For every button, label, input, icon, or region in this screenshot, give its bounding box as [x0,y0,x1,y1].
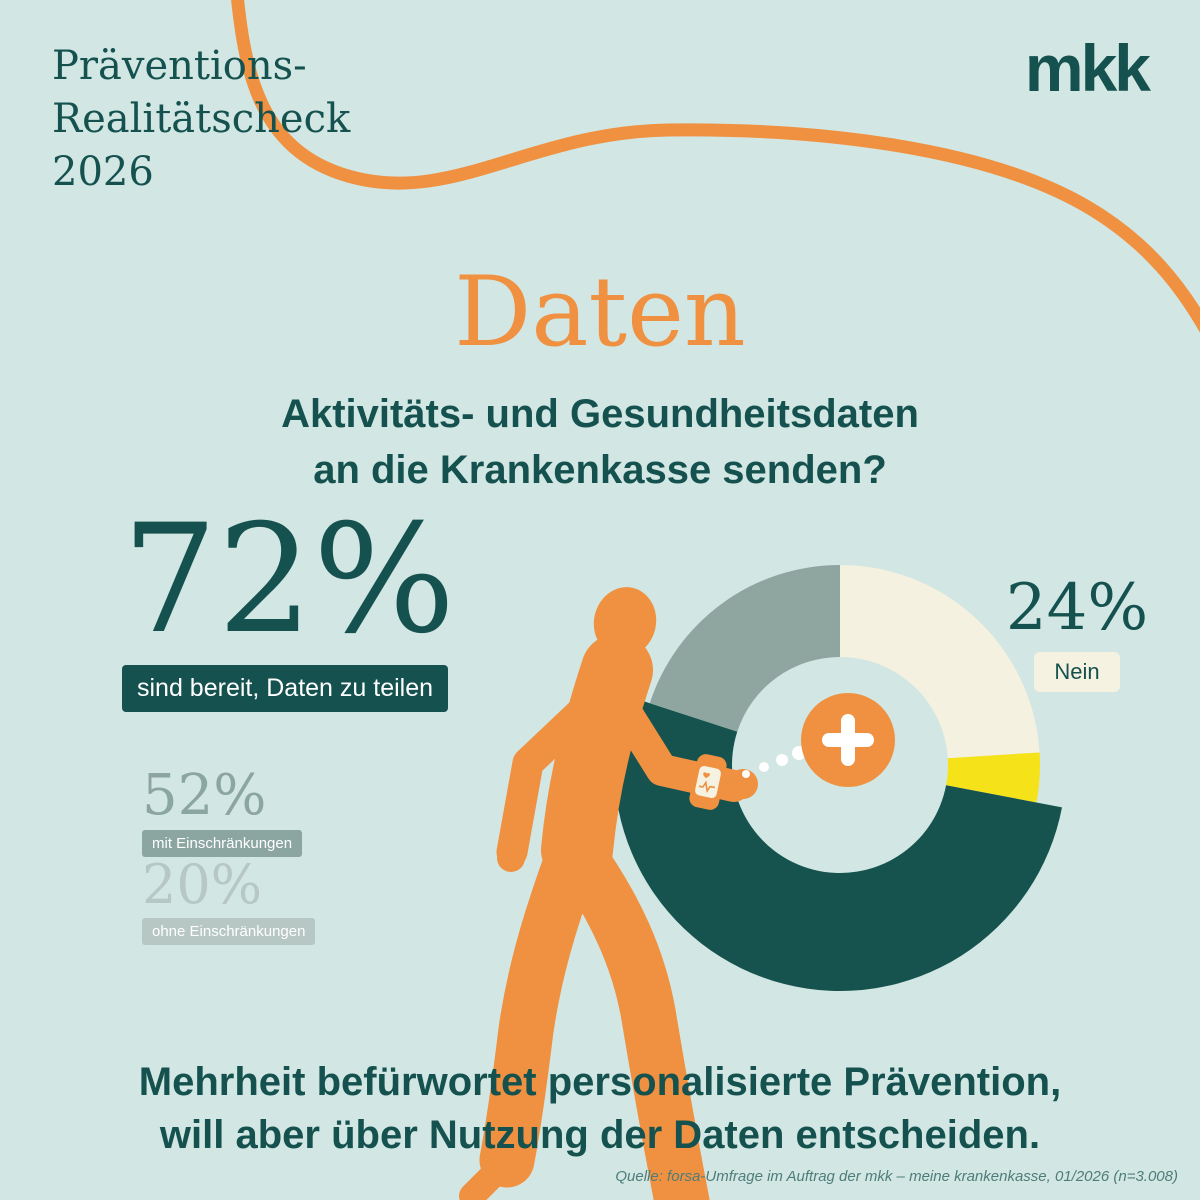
page-title: Daten [454,256,746,368]
decorative-curve-line [231,0,1200,333]
plus-icon-vertical [841,714,855,766]
runner-silhouette [459,587,758,1200]
dotted-connector [742,746,806,778]
watch-heart-icon [703,772,710,779]
campaign-title-line3: 2026 [52,148,154,195]
runner-front-leg [479,826,602,1188]
donut-slice-ohne-einschraenkungen [649,565,840,732]
stat-unrestricted-value: 20% [142,853,263,916]
survey-question-line1: Aktivitäts- und Gesundheitsdaten [281,392,919,436]
survey-question-line2: an die Krankenkasse senden? [313,448,887,492]
source-note: Quelle: forsa-Umfrage im Auftrag der mkk… [615,1168,1178,1185]
watch-ecg-line [698,780,716,794]
stat-restricted-value: 52% [142,763,267,828]
stat-no-value: 24% [1005,571,1149,645]
stat-restricted-label: mit Einschränkungen [142,830,303,857]
stat-share-label: sind bereit, Daten zu teilen [122,665,449,712]
donut-slice-nein [840,565,1040,759]
runner-front-foot [459,1137,531,1200]
runner-rear-arm [496,676,619,868]
stat-unrestricted-label: ohne Einschränkungen [142,918,316,945]
survey-question: Aktivitäts- und Gesundheitsdaten an die … [0,386,1200,498]
stat-share: 72% sind bereit, Daten zu teilen [122,505,455,712]
conclusion-text: Mehrheit befürwortet personalisierte Prä… [0,1056,1200,1162]
stat-no-label: Nein [1034,652,1120,692]
campaign-title-line2: Realitätscheck [52,95,351,142]
campaign-title: Präventions- Realitätscheck 2026 [52,40,350,198]
runner-rear-hand [497,844,525,872]
plus-marker [801,693,895,787]
smartwatch-icon [689,754,727,810]
runner-front-hand [728,769,758,799]
stat-share-value: 72% [122,493,456,667]
conclusion-line2: will aber über Nutzung der Daten entsche… [159,1112,1041,1157]
stat-no: 24% Nein [992,576,1162,692]
stat-restricted: 52% mit Einschränkungen [142,763,303,857]
conclusion-line1: Mehrheit befürwortet personalisierte Prä… [138,1060,1062,1104]
stat-unrestricted: 20% ohne Einschränkungen [142,853,316,945]
mkk-logo: mkk [1024,31,1151,105]
campaign-title-line1: Präventions- [52,43,307,89]
watch-screen [695,765,721,799]
donut-slice-rest [946,752,1040,803]
runner-rear-leg [552,830,710,1200]
